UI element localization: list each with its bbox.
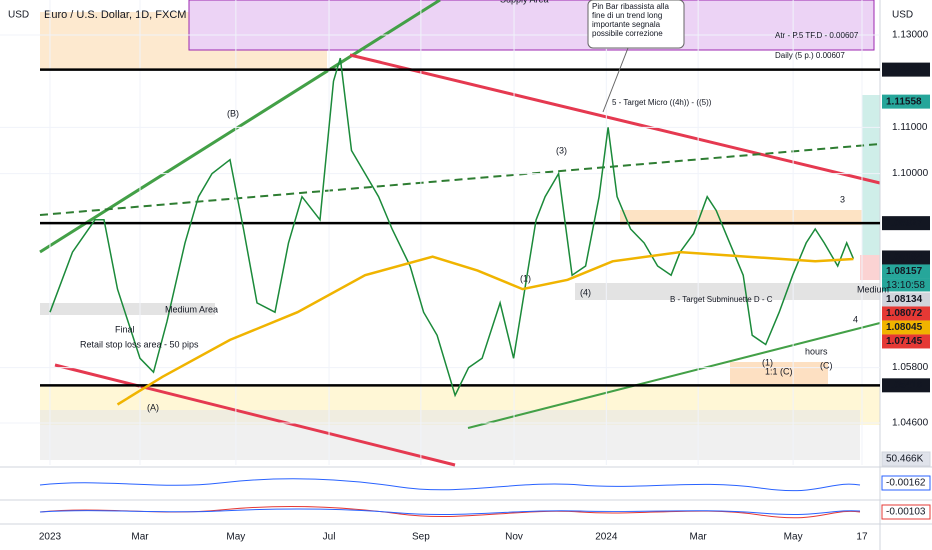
annotation: Medium Area — [165, 304, 218, 314]
y-tick-label: 1.11000 — [892, 122, 928, 133]
price-label-box — [882, 62, 930, 77]
annotation: Medium — [857, 284, 889, 294]
resistance-zone — [620, 210, 880, 225]
x-tick-label: Jul — [323, 532, 336, 543]
annotation: (A) — [147, 402, 159, 412]
annotation: 4 — [853, 314, 858, 324]
price-label: 1.08045 — [886, 322, 923, 333]
price-label-box — [882, 378, 930, 393]
lower-label-box — [881, 475, 931, 491]
price-line — [116, 250, 854, 406]
y-tick-label: 1.13000 — [892, 30, 929, 41]
x-tick-label: 17 — [856, 532, 868, 543]
price-label: 1.08184 — [886, 252, 923, 263]
annotation: hours — [805, 346, 828, 356]
price-label-box — [882, 250, 930, 265]
x-tick-label: Mar — [690, 532, 708, 543]
stop-box — [860, 255, 880, 280]
annotation: (B) — [227, 108, 239, 118]
price-label: 1.08072 — [886, 308, 923, 319]
annotation: (3) — [556, 145, 567, 155]
x-tick-label: May — [226, 532, 245, 543]
lower-label-box — [881, 504, 931, 520]
x-tick-label: 2024 — [595, 532, 618, 543]
callout-pointer — [602, 47, 629, 113]
y-tick-label: 1.04600 — [892, 418, 929, 429]
price-line — [49, 57, 855, 398]
price-label-box — [882, 216, 930, 231]
trendline — [39, 143, 881, 216]
y-tick-label: 1.05800 — [892, 362, 929, 373]
annotation: (C) — [820, 360, 833, 370]
lower-label: -0.00103 — [886, 507, 926, 518]
callout-body: Pin Bar ribassista alla fine di un trend… — [592, 2, 669, 38]
annotation: 5 - Target Micro ((4h)) - ((5)) — [612, 98, 712, 107]
price-label: 1.08134 — [886, 294, 923, 305]
annotation: Supply Area — [500, 0, 549, 4]
lower-label: 50.466K — [886, 454, 924, 465]
x-tick-label: May — [784, 532, 803, 543]
countdown: 13:10:58 — [886, 280, 925, 291]
oscillator — [39, 508, 861, 516]
callout-text: Pin Bar ribassista alla fine di un trend… — [592, 2, 669, 38]
price-label-box — [882, 334, 930, 349]
price-label: 1.11558 — [886, 96, 922, 107]
countdown-box — [882, 278, 930, 292]
x-tick-label: Mar — [131, 532, 149, 543]
annotation: 3 — [840, 194, 845, 204]
annotation: B - Target Subminuette D - C — [670, 295, 773, 304]
price-label: 1.08157 — [886, 266, 923, 277]
annotation: Retail stop loss area - 50 pips — [80, 339, 199, 349]
price-label-box — [882, 320, 930, 335]
currency: USD — [8, 10, 29, 21]
x-tick-label: 2023 — [39, 532, 62, 543]
oscillator — [39, 478, 861, 492]
chart-title: Euro / U.S. Dollar, 1D, FXCM — [44, 9, 186, 21]
medium-zone — [575, 283, 880, 300]
price-label: 1.07145 — [886, 336, 923, 347]
long-target — [862, 95, 880, 255]
supply-box — [188, 0, 875, 51]
x-tick-label: Nov — [505, 532, 523, 543]
volume-band — [40, 410, 860, 460]
price-label-box — [882, 264, 930, 279]
lower-label: -0.00162 — [886, 478, 926, 489]
y-tick-label: 1.10000 — [892, 168, 929, 179]
trendline — [54, 363, 456, 467]
price-label-box — [882, 306, 930, 321]
annotation: 1:1 (C) — [765, 366, 793, 376]
annotation: Final — [115, 324, 135, 334]
price-label-box — [882, 94, 930, 109]
trendline — [467, 322, 881, 429]
price-label: 1.12251 — [886, 64, 923, 75]
callout — [587, 0, 685, 49]
lower-label-box — [881, 451, 931, 467]
price-label: 1.05416 — [886, 380, 923, 391]
annotation: Daily (5 p.) 0.00607 — [775, 51, 845, 60]
currency: USD — [892, 10, 913, 21]
annotation: (1) — [520, 273, 531, 283]
x-tick-label: Sep — [412, 532, 430, 543]
trendline — [349, 53, 881, 185]
price-label-box — [882, 292, 930, 307]
annotation: Atr - P.5 TF.D - 0.00607 — [775, 31, 859, 40]
annotation: (1) — [762, 357, 773, 367]
price-label: 1.08927 — [886, 218, 923, 229]
annotation: (4) — [580, 287, 591, 297]
